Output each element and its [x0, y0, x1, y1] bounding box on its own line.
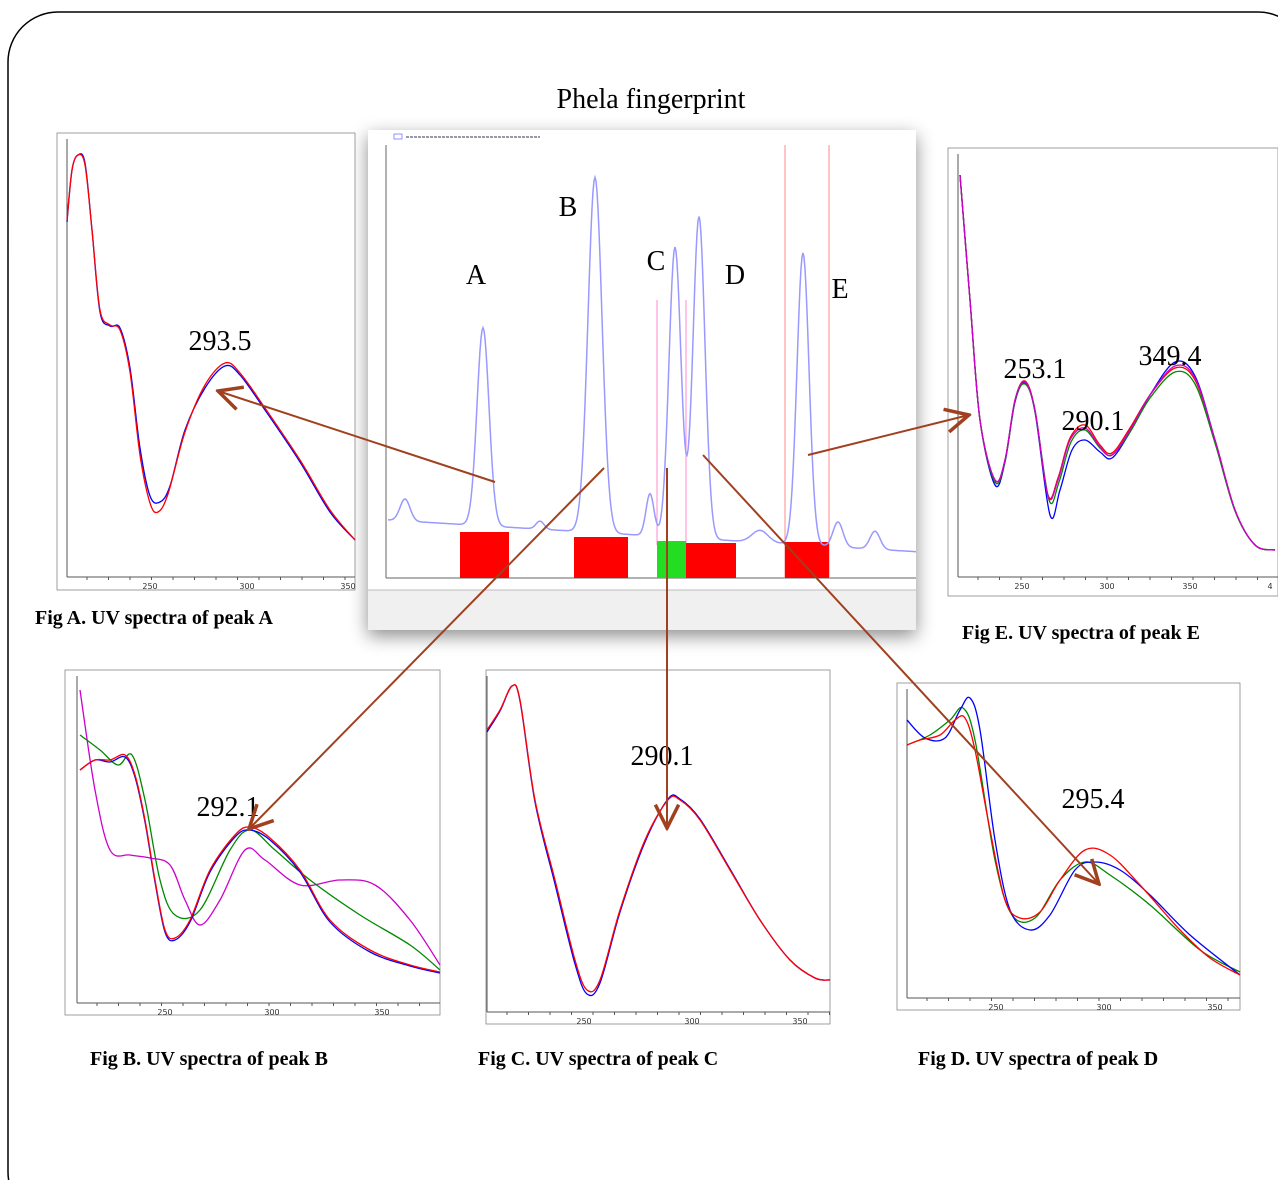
x-tick-label: 350: [1207, 1003, 1222, 1012]
arrows: [218, 391, 1099, 884]
title: Phela fingerprint: [557, 84, 746, 115]
peak-wavelength: 253.1: [1004, 354, 1067, 385]
x-tick-label: 250: [157, 1008, 172, 1017]
x-tick-label: 350: [1182, 582, 1197, 591]
peak-label: A: [466, 260, 487, 291]
spectrum-curve: [79, 755, 441, 974]
peak-wavelength: 292.1: [197, 792, 260, 823]
spectrum-box: [64, 669, 441, 1016]
peak-label: C: [647, 246, 666, 277]
peak-wavelength: 290.1: [1062, 406, 1125, 437]
spectrum-box: [896, 682, 1241, 1011]
spectrum-curve: [906, 706, 1241, 973]
x-tick-label: 300: [239, 582, 254, 591]
x-tick-label: 250: [988, 1003, 1003, 1012]
spectrum-curve: [79, 753, 441, 973]
spectrum-curve: [79, 689, 441, 966]
peak-wavelength: 295.4: [1062, 784, 1125, 815]
peak-wavelength: 293.5: [189, 326, 252, 357]
frame: [7, 11, 1278, 1180]
spectrum-curve: [66, 153, 356, 541]
peak-wavelength: 349.4: [1139, 341, 1202, 372]
spectrum-curve: [959, 174, 1276, 551]
spectrum-box: [485, 669, 831, 1025]
peak-label: B: [559, 192, 578, 223]
x-tick-label: 350: [792, 1017, 807, 1026]
x-tick-label: 300: [684, 1017, 699, 1026]
spectrum-curve: [906, 715, 1241, 976]
x-tick-label: 250: [1014, 582, 1029, 591]
caption: Fig C. UV spectra of peak C: [478, 1048, 718, 1070]
peak-wavelength: 290.1: [631, 741, 694, 772]
peak-label: D: [725, 260, 745, 291]
spectrum-curve: [959, 174, 1276, 551]
spectrum-box: [947, 147, 1278, 597]
spectrum-curve: [486, 684, 831, 993]
caption: Fig E. UV spectra of peak E: [962, 622, 1200, 644]
caption: Fig B. UV spectra of peak B: [90, 1048, 328, 1070]
peak-label: E: [831, 274, 848, 305]
fingerprint-chromatogram: [368, 130, 917, 630]
x-tick-label: 350: [340, 582, 355, 591]
x-tick-label: 300: [1099, 582, 1114, 591]
x-tick-label: 350: [374, 1008, 389, 1017]
caption: Fig A. UV spectra of peak A: [35, 607, 274, 629]
caption: Fig D. UV spectra of peak D: [918, 1048, 1158, 1070]
x-tick-label: 250: [142, 582, 157, 591]
x-tick-label: 250: [576, 1017, 591, 1026]
spectrum-curve: [79, 734, 441, 971]
x-tick-label: 300: [1096, 1003, 1111, 1012]
spectrum-box: [56, 132, 356, 591]
spectrum-curve: [906, 696, 1241, 976]
x-tick-label: 300: [264, 1008, 279, 1017]
x-tick-label: 4: [1267, 582, 1272, 591]
